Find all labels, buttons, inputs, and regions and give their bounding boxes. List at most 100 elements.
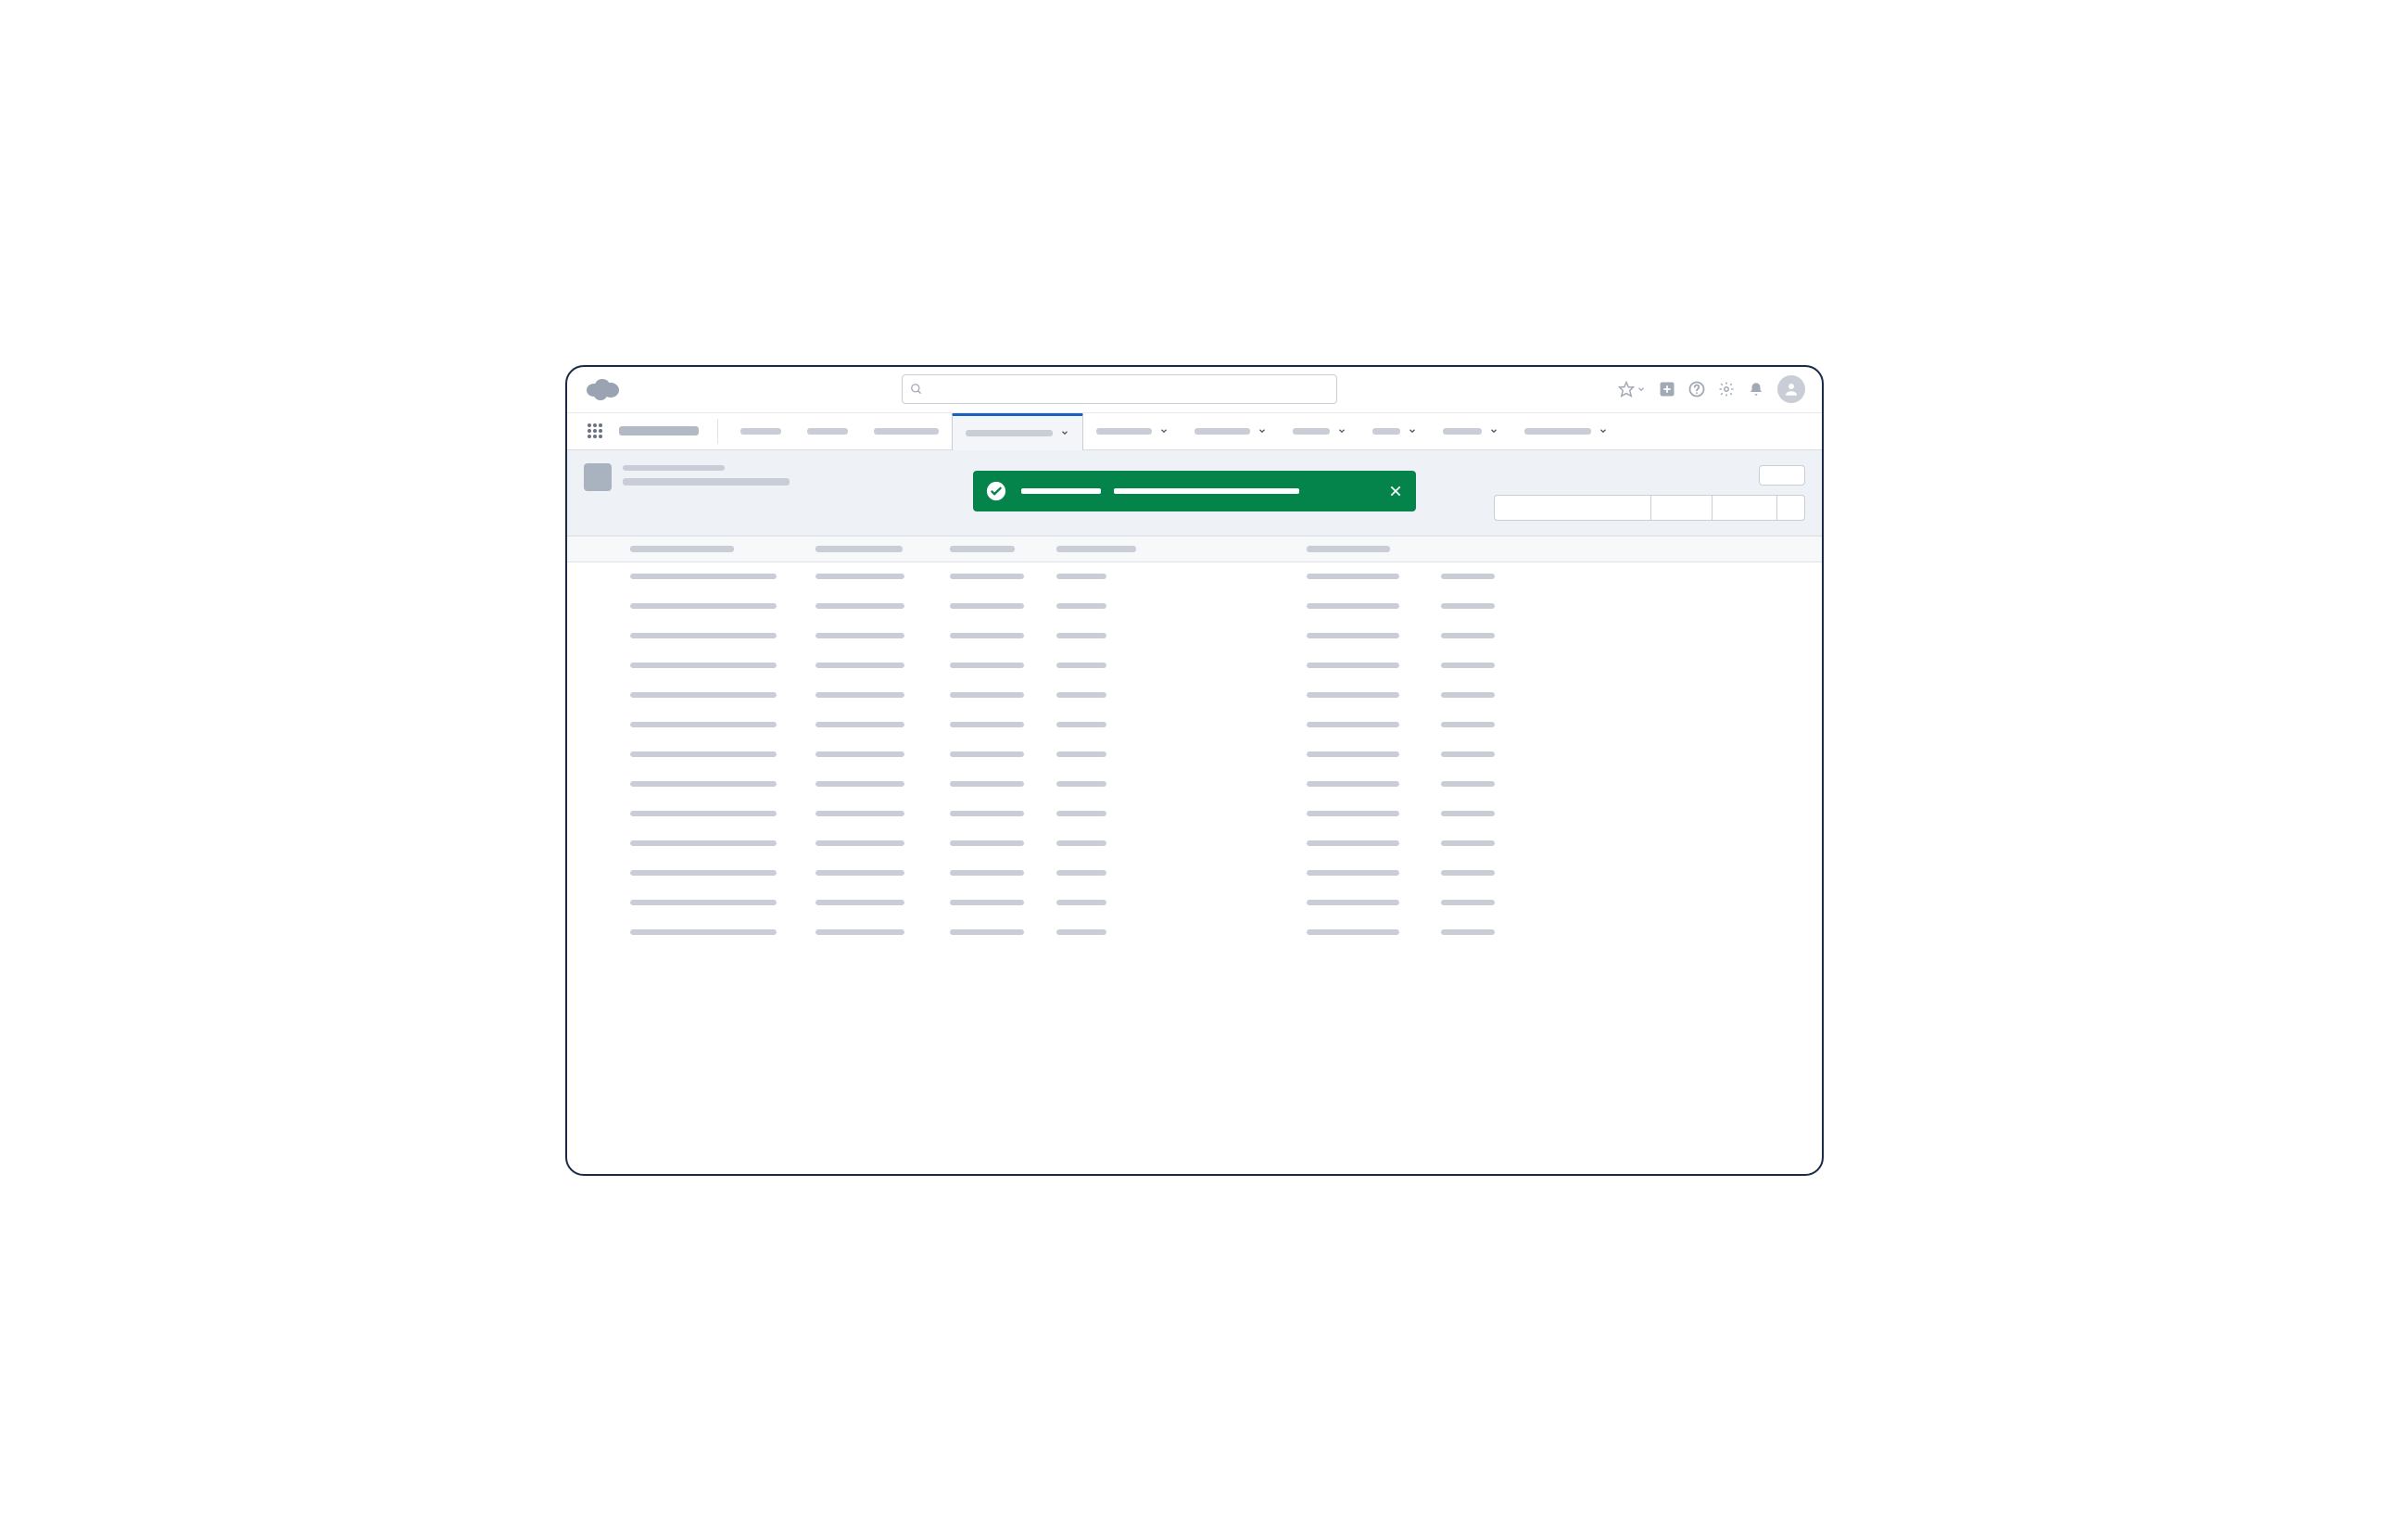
col-header[interactable] [1151,536,1299,562]
page-eyebrow [623,465,725,471]
cell-value [1307,603,1399,609]
nav-tab-5[interactable] [1182,413,1280,449]
object-icon [584,463,612,491]
app-launcher[interactable] [576,413,613,449]
col-header[interactable] [808,536,942,562]
nav-tab-3[interactable] [952,413,1083,450]
cell-value [950,840,1024,846]
cell-value [950,751,1024,757]
col-header[interactable] [1049,536,1151,562]
salesforce-logo[interactable] [584,376,621,402]
header-seg-3[interactable] [1713,495,1777,521]
table-row[interactable] [567,680,1822,710]
header-actions [1618,375,1805,403]
cell-value [630,929,777,935]
setup-button[interactable] [1718,381,1735,398]
data-table [567,536,1822,948]
table-row[interactable] [567,710,1822,739]
chevron-down-icon [1637,385,1646,394]
header-seg-2[interactable] [1651,495,1713,521]
table-row[interactable] [567,888,1822,917]
table-row[interactable] [567,799,1822,828]
header-small-button[interactable] [1759,465,1805,486]
cell-value [630,574,777,579]
nav-tab-0[interactable] [727,413,794,449]
global-search[interactable] [902,374,1337,404]
table-row[interactable] [567,562,1822,591]
cell-value [1307,722,1399,727]
table-row[interactable] [567,621,1822,650]
cell-value [815,603,904,609]
col-header[interactable] [623,536,808,562]
cell-value [1441,633,1495,638]
cell-value [630,811,777,816]
toast-close-button[interactable] [1388,484,1403,499]
global-header [567,367,1822,413]
nav-tab-4[interactable] [1083,413,1182,449]
table-row[interactable] [567,769,1822,799]
cell-value [630,751,777,757]
cell-value [1441,781,1495,787]
cell-value [815,781,904,787]
table-row[interactable] [567,828,1822,858]
cell-value [815,574,904,579]
cell-value [950,603,1024,609]
nav-tab-9[interactable] [1511,413,1621,449]
cell-value [630,722,777,727]
cell-value [1441,692,1495,698]
cell-value [950,900,1024,905]
nav-tab-label [740,428,781,435]
cell-value [950,811,1024,816]
notifications-button[interactable] [1748,381,1764,398]
cell-value [1056,633,1106,638]
table-row[interactable] [567,650,1822,680]
cell-value [815,840,904,846]
profile-avatar[interactable] [1777,375,1805,403]
nav-items [718,413,1621,449]
nav-tab-label [1096,428,1152,435]
cell-value [630,840,777,846]
nav-tab-label [966,430,1053,436]
table-row[interactable] [567,591,1822,621]
page-header-left [584,463,790,491]
help-button[interactable] [1688,381,1705,398]
favorites-button[interactable] [1618,381,1646,398]
cell-value [630,781,777,787]
col-header[interactable] [1299,536,1434,562]
header-seg-more[interactable] [1777,495,1805,521]
nav-tab-7[interactable] [1359,413,1430,449]
cell-value [1441,900,1495,905]
cell-value [1307,900,1399,905]
page-header-titles [623,463,790,486]
cell-value [950,692,1024,698]
col-header[interactable] [1434,536,1502,562]
waffle-icon [586,422,604,440]
table-row[interactable] [567,858,1822,888]
cell-value [1307,574,1399,579]
cell-value [630,633,777,638]
page-header-right [1494,463,1805,521]
cell-value [630,900,777,905]
cell-value [815,751,904,757]
cell-value [1056,574,1106,579]
cell-value [1307,811,1399,816]
header-seg-1[interactable] [1494,495,1651,521]
cell-value [630,663,777,668]
cell-value [815,722,904,727]
chevron-down-icon [1258,426,1267,435]
table-row[interactable] [567,739,1822,769]
nav-tab-label [1524,428,1591,435]
cell-value [1056,870,1106,876]
nav-tab-6[interactable] [1280,413,1359,449]
add-button[interactable] [1659,381,1675,398]
nav-tab-2[interactable] [861,413,952,449]
global-search-input[interactable] [929,383,1329,397]
nav-tab-8[interactable] [1430,413,1511,449]
col-header[interactable] [942,536,1049,562]
nav-tab-1[interactable] [794,413,861,449]
nav-tab-label [874,428,939,435]
table-row[interactable] [567,917,1822,947]
cell-value [1441,751,1495,757]
nav-tab-label [1372,428,1400,435]
cell-value [630,870,777,876]
